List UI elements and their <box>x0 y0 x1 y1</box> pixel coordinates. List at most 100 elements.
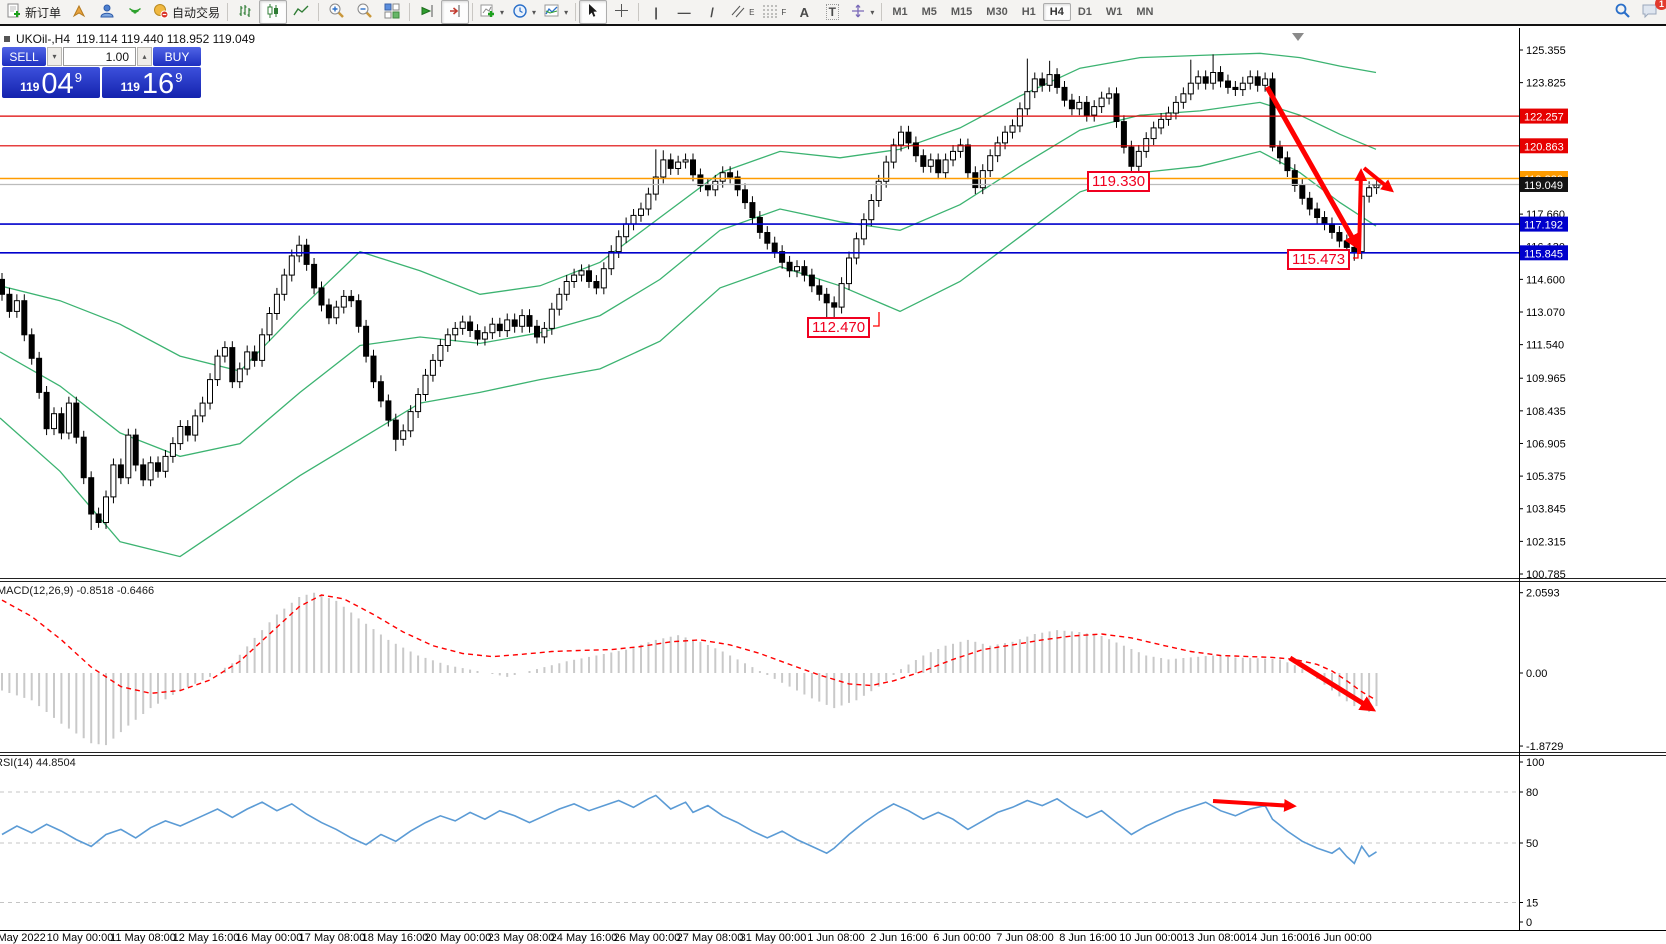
time-axis-label: 8 Jun 16:00 <box>1059 932 1117 944</box>
signals-button[interactable] <box>121 0 149 24</box>
candle-body <box>1225 80 1231 88</box>
autotrade-button[interactable]: 自动交易 <box>149 0 224 24</box>
candle-body <box>623 223 630 238</box>
timeframe-h1[interactable]: H1 <box>1021 6 1036 18</box>
timeframe-m30[interactable]: M30 <box>986 6 1008 18</box>
templates-button[interactable]: ▾ <box>540 0 572 24</box>
bollinger-upper-band <box>0 52 1377 372</box>
candle-body <box>244 351 251 370</box>
candle-body <box>1269 78 1276 148</box>
buy-price-big: 16 <box>141 68 175 100</box>
new-order-icon <box>6 3 22 22</box>
candle-body <box>117 464 124 479</box>
tile-windows-button[interactable] <box>378 0 406 24</box>
zoom-in-button[interactable] <box>322 0 350 24</box>
candle-body <box>392 419 399 440</box>
price-annotation-label[interactable]: 119.330 <box>1087 171 1151 192</box>
autotrade-icon <box>153 3 169 22</box>
toolbar-separator <box>638 3 640 21</box>
trend-arrow[interactable] <box>1212 799 1297 812</box>
candle-body <box>808 274 815 287</box>
channel-icon <box>730 4 746 21</box>
candle-body <box>6 293 13 312</box>
timeframe-m15[interactable]: M15 <box>950 6 973 18</box>
volume-input[interactable]: 1.00 <box>63 47 136 66</box>
trend-arrow[interactable] <box>1264 85 1360 251</box>
candle-body <box>385 400 392 421</box>
horizontal-line-button[interactable]: — <box>670 0 698 24</box>
time-axis-label: 6 Jun 00:00 <box>933 932 991 944</box>
candle-body <box>229 347 236 383</box>
trendline-icon: / <box>710 4 714 20</box>
candle-body <box>400 430 407 440</box>
shapes-button[interactable]: ▾ <box>846 0 878 24</box>
timeframe-mn[interactable]: MN <box>1136 6 1154 18</box>
zoom-out-button[interactable] <box>350 0 378 24</box>
candle-body <box>1247 76 1254 84</box>
time-axis-label: 14 Jun 16:00 <box>1245 932 1309 944</box>
channel-button[interactable]: E <box>726 0 758 24</box>
candle-body <box>511 319 518 327</box>
candle-body <box>994 142 1001 157</box>
timeframe-w1[interactable]: W1 <box>1105 6 1123 18</box>
symbol-title: UKOil-,H4 119.114 119.440 118.952 119.04… <box>4 32 255 46</box>
profile-button[interactable] <box>93 0 121 24</box>
crosshair-button[interactable] <box>607 0 635 24</box>
candle-body <box>1366 187 1373 197</box>
new-order-button[interactable]: 新订单 <box>2 0 65 24</box>
sell-button[interactable]: SELL <box>2 47 46 66</box>
bollinger-lower-band <box>0 150 1377 558</box>
notifications-button[interactable]: 1 <box>1636 0 1666 24</box>
vertical-line-button[interactable]: | <box>642 0 670 24</box>
crosshair-icon <box>614 3 629 21</box>
chart-shift-button[interactable] <box>441 0 470 24</box>
periods-button[interactable]: ▾ <box>508 0 540 24</box>
candle-body <box>1343 240 1350 248</box>
price-tick-label: 114.600 <box>1526 274 1565 286</box>
trendline-button[interactable]: / <box>698 0 726 24</box>
bollinger-mid-band <box>0 101 1377 458</box>
trend-arrow[interactable] <box>1354 168 1368 255</box>
volume-down-button[interactable]: ▾ <box>47 47 62 66</box>
trend-arrow[interactable] <box>1362 166 1394 193</box>
candle-body <box>147 462 154 481</box>
timeframe-m1[interactable]: M1 <box>892 6 908 18</box>
cursor-button[interactable] <box>579 0 608 24</box>
candle-body <box>1158 118 1165 129</box>
candle-body <box>1150 127 1157 140</box>
text-tool-button[interactable]: A <box>790 0 818 24</box>
timeframe-h4[interactable]: H4 <box>1042 3 1071 21</box>
indicators-button[interactable]: ▾ <box>476 0 508 24</box>
candle-body <box>21 300 28 336</box>
volume-up-button[interactable]: ▴ <box>137 47 152 66</box>
autotrade-label: 自动交易 <box>172 5 221 20</box>
price-annotation-label[interactable]: 112.470 <box>807 317 871 338</box>
candle-body <box>140 464 147 481</box>
price-tick-label: 123.825 <box>1526 78 1566 90</box>
candle-body <box>1262 78 1269 86</box>
candle-chart-button[interactable] <box>259 0 288 24</box>
search-button[interactable] <box>1608 0 1636 24</box>
buy-price-button[interactable]: 119 16 9 <box>102 67 201 100</box>
candle-body <box>1002 131 1008 144</box>
timeframe-m5[interactable]: M5 <box>921 6 937 18</box>
bar-chart-button[interactable] <box>231 0 259 24</box>
fibonacci-button[interactable]: F <box>758 0 790 24</box>
candle-body <box>80 436 87 479</box>
candle-body <box>251 351 258 361</box>
timeframe-d1[interactable]: D1 <box>1077 6 1092 18</box>
candle-body <box>987 155 994 172</box>
price-annotation-label[interactable]: 115.473 <box>1287 249 1351 270</box>
chart-shift-marker[interactable] <box>1292 33 1304 41</box>
sell-price-button[interactable]: 119 04 9 <box>2 67 100 99</box>
price-level-badge <box>1520 245 1568 261</box>
buy-button[interactable]: BUY <box>153 47 201 66</box>
community-button[interactable] <box>65 0 93 24</box>
auto-scroll-button[interactable] <box>413 0 441 24</box>
candle-body <box>526 315 533 327</box>
label-tool-button[interactable]: T <box>818 0 846 24</box>
trend-arrow[interactable] <box>1288 655 1377 712</box>
line-chart-button[interactable] <box>287 0 315 24</box>
candle-body <box>489 323 496 334</box>
